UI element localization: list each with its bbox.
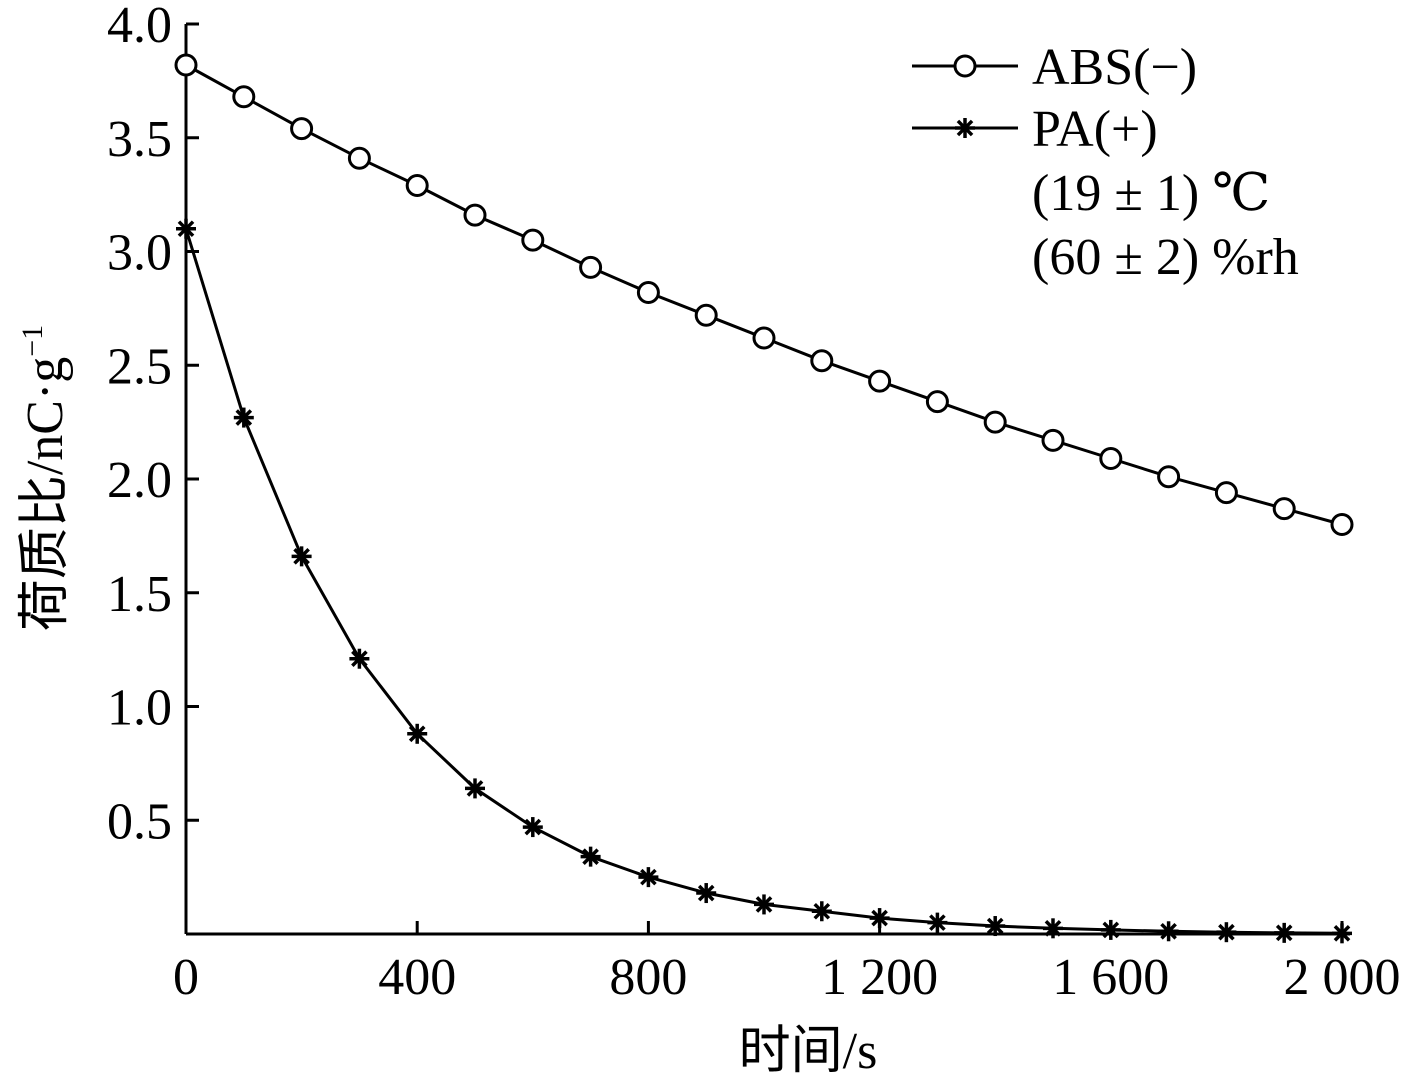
- data-point: [694, 303, 718, 327]
- annotation-text: (19 ± 1) ℃: [1032, 165, 1270, 222]
- series-line: [185, 63, 1343, 526]
- data-point: [696, 883, 717, 904]
- data-point: [176, 218, 196, 239]
- data-point: [407, 723, 428, 744]
- data-point: [752, 326, 776, 350]
- data-point: [291, 546, 312, 567]
- data-point: [463, 203, 487, 227]
- legend-label: PA(+): [1032, 101, 1158, 158]
- y-tick-label: 2.0: [107, 452, 172, 509]
- y-tick-label: 3.0: [107, 225, 172, 282]
- data-point: [1274, 922, 1295, 943]
- y-tick-label: 2.5: [107, 338, 172, 395]
- data-point: [1041, 428, 1065, 452]
- ticks: 0.5 1.0 1.5 2.0 2.5 3.0 3.5 4.0 0 400 800 1 200 1 60…: [107, 0, 1401, 1006]
- x-tick-label: 1 200: [821, 949, 938, 1006]
- y-tick-label: 1.5: [107, 566, 172, 623]
- legend-item: PA(+): [912, 101, 1158, 158]
- legend-item: ABS(−): [912, 39, 1197, 96]
- data-point: [290, 117, 314, 141]
- data-point: [1216, 922, 1237, 943]
- data-point: [521, 228, 545, 252]
- y-axis-title-main: 荷质比/nC·g: [17, 357, 74, 631]
- x-tick-label: 1 600: [1052, 949, 1169, 1006]
- data-point: [232, 85, 256, 109]
- y-tick-label: 1.0: [107, 680, 172, 737]
- series-abs: [174, 53, 1354, 536]
- data-point: [1272, 497, 1296, 521]
- data-point: [405, 174, 429, 198]
- legend-label: ABS(−): [1032, 39, 1197, 96]
- series-pa: [176, 218, 1352, 944]
- y-tick-label: 4.0: [107, 0, 172, 54]
- data-point: [1157, 465, 1181, 489]
- data-point: [1043, 918, 1063, 939]
- data-point: [522, 817, 543, 838]
- data-point: [754, 894, 774, 915]
- data-point: [927, 912, 948, 933]
- data-point: [985, 916, 1006, 937]
- data-point: [580, 846, 601, 867]
- data-point: [349, 648, 370, 669]
- legend-marker: [953, 54, 977, 78]
- annotation-text: (60 ± 2) %rh: [1032, 229, 1299, 286]
- data-point: [638, 867, 659, 888]
- data-point: [579, 255, 603, 279]
- x-axis-title: 时间/s: [739, 1023, 878, 1080]
- y-tick-label: 0.5: [107, 793, 172, 850]
- data-point: [1100, 919, 1121, 940]
- data-point: [1099, 447, 1123, 471]
- y-tick-label: 3.5: [107, 111, 172, 168]
- x-tick-label: 400: [378, 949, 456, 1006]
- data-point: [869, 908, 890, 929]
- data-point: [810, 349, 834, 373]
- y-axis-title-superscript: −1: [16, 325, 49, 357]
- data-point: [983, 410, 1007, 434]
- data-point: [233, 407, 254, 428]
- legend-marker: [955, 118, 975, 138]
- data-point: [868, 369, 892, 393]
- data-point: [347, 146, 371, 170]
- data-point: [1330, 513, 1354, 536]
- x-tick-label: 800: [609, 949, 687, 1006]
- data-point: [1158, 921, 1179, 942]
- series-layer: [174, 53, 1354, 944]
- data-point: [811, 901, 832, 922]
- legend: ABS(−)PA(+) (19 ± 1) ℃ (60 ± 2) %rh: [912, 39, 1299, 286]
- data-point: [174, 53, 198, 77]
- data-point: [1214, 481, 1238, 505]
- data-point: [1332, 923, 1352, 944]
- data-point: [465, 778, 485, 799]
- data-point: [925, 390, 949, 414]
- data-point: [636, 280, 660, 304]
- x-tick-label: 0: [173, 949, 199, 1006]
- x-tick-label: 2 000: [1284, 949, 1401, 1006]
- y-axis-title: 荷质比/nC·g−1: [16, 325, 74, 631]
